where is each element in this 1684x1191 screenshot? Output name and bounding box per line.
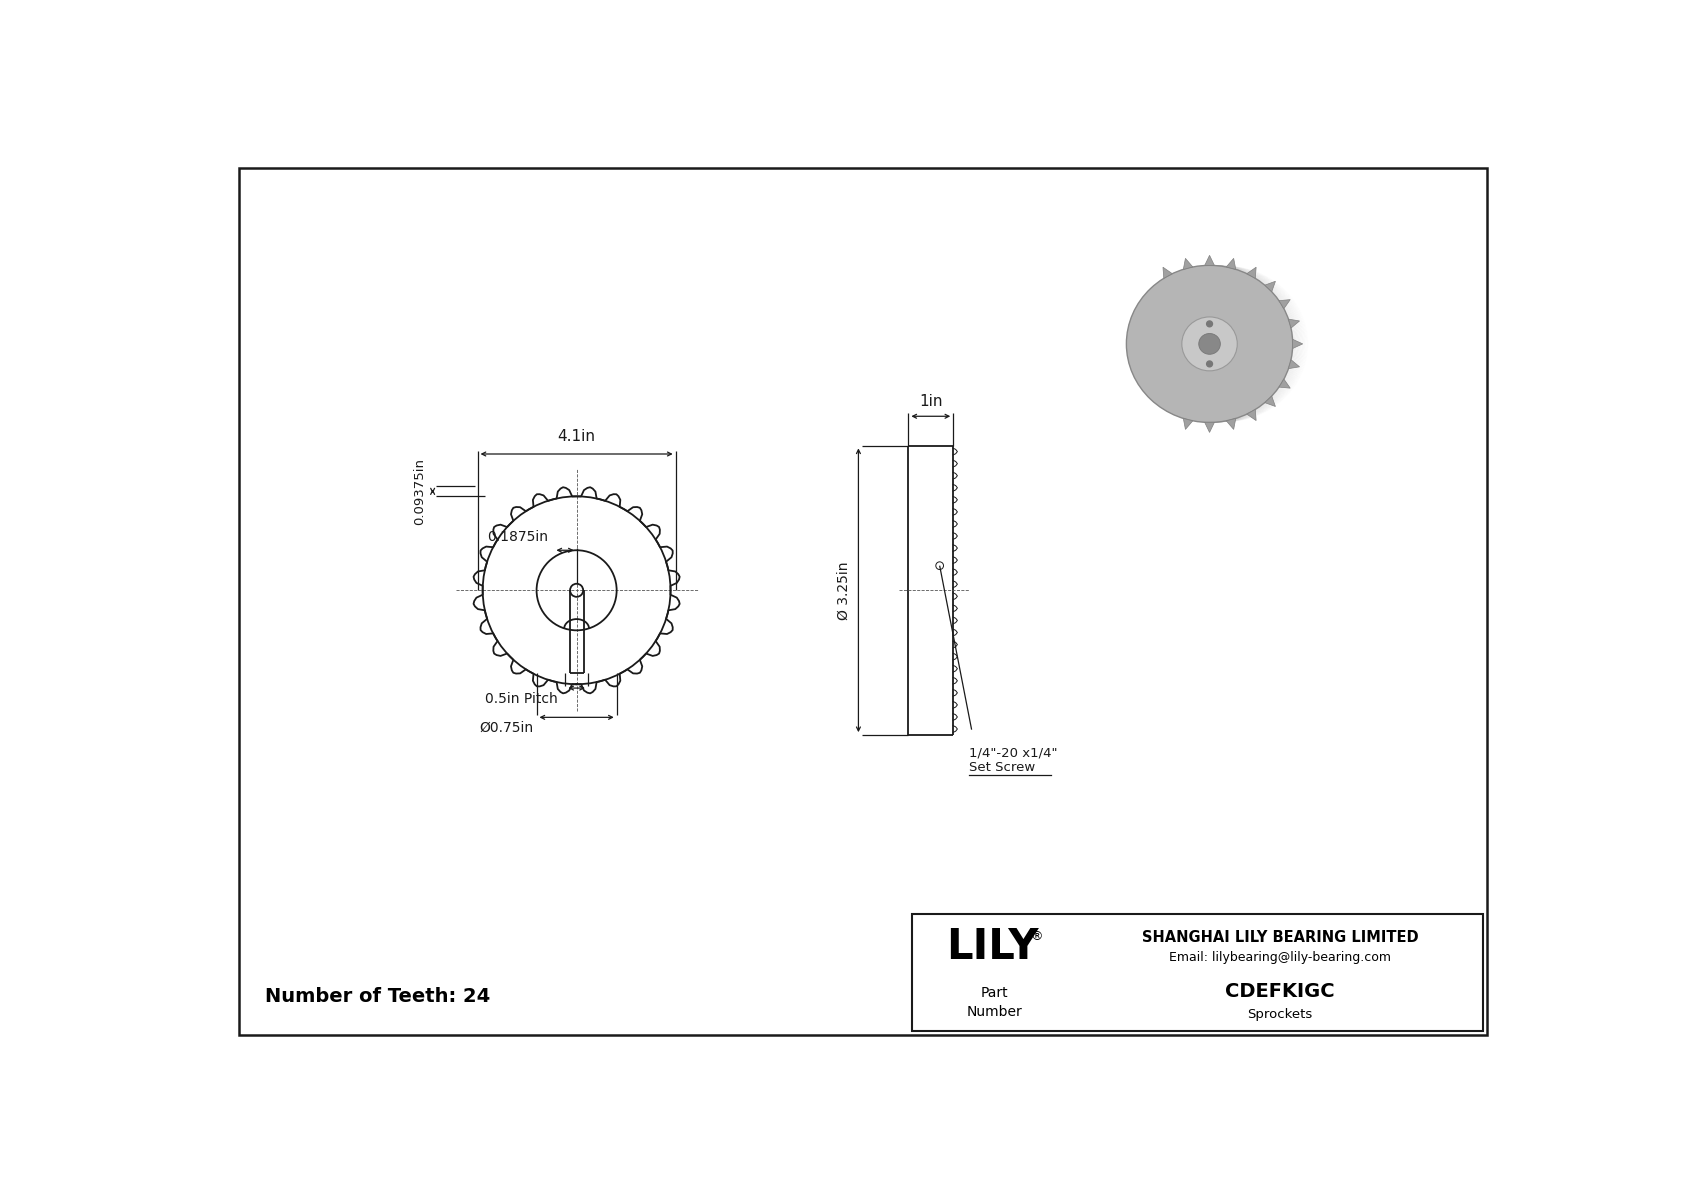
Text: Set Screw: Set Screw bbox=[968, 761, 1034, 773]
Polygon shape bbox=[1164, 267, 1172, 279]
Polygon shape bbox=[1184, 258, 1192, 269]
Text: SHANGHAI LILY BEARING LIMITED: SHANGHAI LILY BEARING LIMITED bbox=[1142, 930, 1418, 946]
Text: 0.09375in: 0.09375in bbox=[414, 457, 426, 525]
Polygon shape bbox=[1204, 255, 1214, 266]
Text: 1/4"-20 x1/4": 1/4"-20 x1/4" bbox=[968, 747, 1058, 760]
Polygon shape bbox=[1246, 410, 1256, 420]
Ellipse shape bbox=[1127, 266, 1293, 423]
Text: Sprockets: Sprockets bbox=[1248, 1009, 1314, 1022]
Polygon shape bbox=[1288, 319, 1300, 328]
Circle shape bbox=[1207, 320, 1212, 326]
Bar bbox=[911, 913, 1484, 1030]
Text: ®: ® bbox=[1031, 930, 1042, 943]
Text: 0.5in Pitch: 0.5in Pitch bbox=[485, 692, 557, 706]
Polygon shape bbox=[1226, 418, 1236, 430]
Text: Part
Number: Part Number bbox=[967, 986, 1022, 1018]
Text: LILY: LILY bbox=[946, 927, 1039, 968]
Polygon shape bbox=[1278, 300, 1290, 308]
Text: CDEFKIGC: CDEFKIGC bbox=[1226, 983, 1335, 1002]
Polygon shape bbox=[1184, 418, 1192, 430]
Polygon shape bbox=[1278, 379, 1290, 388]
Circle shape bbox=[1207, 361, 1212, 367]
Polygon shape bbox=[1246, 267, 1256, 279]
Text: Ø0.75in: Ø0.75in bbox=[480, 722, 534, 735]
Ellipse shape bbox=[1182, 317, 1238, 370]
Polygon shape bbox=[1293, 339, 1303, 349]
Polygon shape bbox=[1226, 258, 1236, 269]
Polygon shape bbox=[1204, 423, 1214, 432]
Text: Number of Teeth: 24: Number of Teeth: 24 bbox=[264, 987, 490, 1006]
Ellipse shape bbox=[1199, 333, 1221, 354]
Polygon shape bbox=[1265, 281, 1275, 292]
Text: Email: lilybearing@lily-bearing.com: Email: lilybearing@lily-bearing.com bbox=[1169, 952, 1391, 965]
Text: 4.1in: 4.1in bbox=[557, 429, 596, 444]
Polygon shape bbox=[1288, 360, 1300, 369]
Text: 1in: 1in bbox=[919, 393, 943, 409]
Text: 0.1875in: 0.1875in bbox=[487, 530, 547, 544]
Text: Ø 3.25in: Ø 3.25in bbox=[837, 561, 850, 619]
Polygon shape bbox=[1265, 397, 1275, 406]
